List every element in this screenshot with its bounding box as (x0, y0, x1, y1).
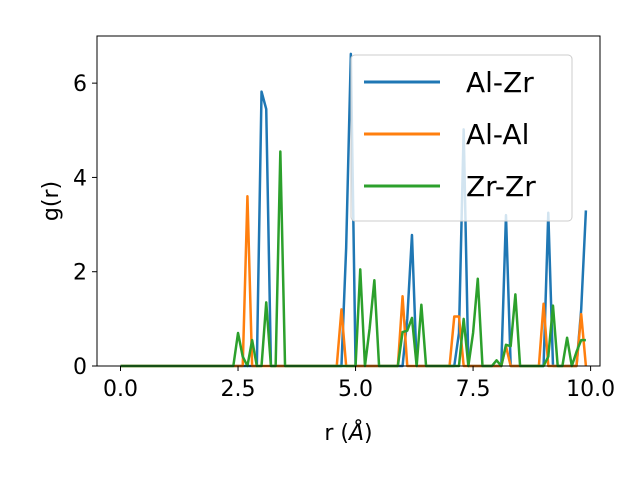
x-tick-label: 10.0 (566, 377, 615, 402)
x-tick-label: 7.5 (456, 377, 491, 402)
y-tick-label: 0 (73, 355, 87, 380)
legend-label-al-al: Al-Al (466, 118, 529, 151)
x-axis-label-text: r (324, 421, 334, 446)
x-tick-label: 5.0 (338, 377, 373, 402)
legend-box (350, 54, 573, 222)
y-tick-label: 4 (73, 166, 87, 191)
x-tick-label: 2.5 (221, 377, 256, 402)
x-axis-label: r (Å) (324, 419, 372, 446)
y-tick-label: 2 (73, 261, 87, 286)
y-axis-label: g(r) (39, 181, 64, 221)
y-tick-label: 6 (73, 72, 87, 97)
x-tick-label: 0.0 (103, 377, 138, 402)
legend: Al-Zr Al-Al Zr-Zr (350, 54, 573, 222)
x-axis: 0.0 2.5 5.0 7.5 10.0 (103, 366, 615, 402)
legend-label-al-zr: Al-Zr (466, 66, 534, 99)
legend-label-zr-zr: Zr-Zr (466, 170, 536, 203)
axes-frame (96, 35, 601, 367)
y-axis: 0 2 4 6 (73, 72, 97, 380)
x-axis-label-unit: Å (347, 419, 364, 446)
